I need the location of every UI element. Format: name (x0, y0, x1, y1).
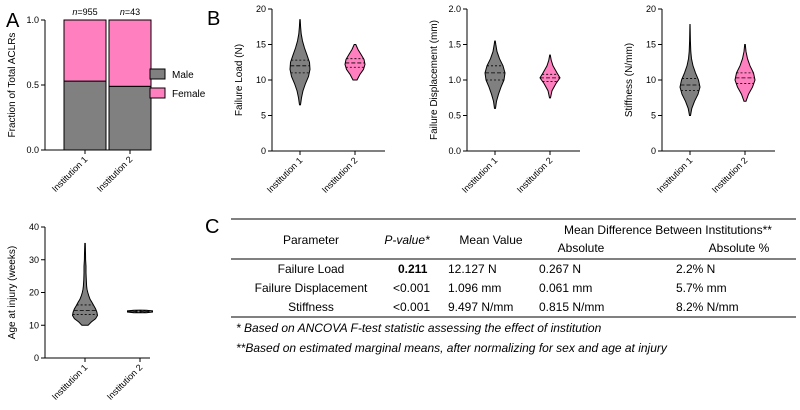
y-tick-label: 0.5 (26, 80, 39, 90)
header-absolute-pct: Absolute % (709, 241, 770, 255)
x-tick-label: Institution 2 (320, 155, 360, 195)
y-tick-label: 1.0 (448, 75, 461, 85)
x-tick-label: Institution 2 (515, 155, 555, 195)
panel-label-c: C (205, 216, 219, 238)
header-p-value: P-value* (384, 233, 430, 247)
results-table: Mean Difference Between Institutions** P… (231, 218, 796, 355)
cell-r0-c1: 0.211 (398, 262, 428, 276)
y-tick-label: 2.0 (448, 4, 461, 14)
bar-female (108, 19, 152, 87)
cell-r1-c3: 0.061 mm (539, 281, 592, 295)
panel-label-a: A (6, 10, 20, 32)
y-tick-label: 30 (29, 255, 39, 265)
stiffness-violin-chart: 0 5 10 15 20 Stiffness (N/mm) Institution 1 Ins… (624, 4, 775, 195)
x-tick-label: Institution 1 (50, 154, 90, 194)
y-tick-label: 20 (29, 288, 39, 298)
x-tick-label: Institution 2 (95, 154, 135, 194)
x-tick-label: Institution 2 (710, 155, 750, 195)
stacked-bar-chart: 0.0 0.5 1.0 Fraction of Total ACLRs Institut… (7, 7, 206, 194)
y-axis-label: Failure Load (N) (234, 44, 245, 116)
y-tick-label: 15 (646, 40, 656, 50)
panel-label-b: B (207, 8, 220, 30)
y-tick-label: 10 (29, 320, 39, 330)
violin-1 (71, 242, 99, 326)
cell-r2-c0: Stiffness (288, 300, 334, 314)
cell-r1-c4: 5.7% mm (676, 281, 727, 295)
legend-swatch-female (149, 87, 166, 99)
violin-1 (289, 19, 311, 106)
bar-female (63, 19, 107, 82)
n-symbol: n (120, 7, 125, 17)
x-tick-label: Institution 1 (655, 155, 695, 195)
y-tick-label: 40 (29, 222, 39, 232)
cell-r1-c0: Failure Displacement (255, 281, 368, 295)
header-absolute: Absolute (558, 241, 605, 255)
bar-male (63, 80, 107, 151)
age-violin-chart: 0 10 20 30 40 Age at injury (weeks) Institutio… (7, 222, 153, 402)
y-tick-label: 0 (34, 353, 39, 363)
y-axis-label: Fraction of Total ACLRs (7, 33, 18, 138)
x-tick-label: Institution 1 (265, 155, 305, 195)
y-tick-label: 10 (646, 75, 656, 85)
y-tick-label: 0 (651, 146, 656, 156)
y-tick-label: 20 (646, 4, 656, 14)
cell-r0-c0: Failure Load (278, 262, 345, 276)
cell-r2-c3: 0.815 N/mm (539, 300, 604, 314)
bar-male (108, 85, 152, 151)
cell-r0-c2: 12.127 N (448, 262, 497, 276)
header-mean-value: Mean Value (459, 233, 522, 247)
footnote-1: * Based on ANCOVA F-test statistic asses… (236, 321, 602, 335)
failure-displacement-violin-chart: 0.0 0.5 1.0 1.5 2.0 Failure Displacement (mm)… (429, 4, 580, 195)
header-parameter: Parameter (283, 233, 339, 247)
n-value: =43 (125, 7, 140, 17)
violin-1 (484, 40, 506, 109)
cell-r0-c4: 2.2% N (676, 262, 715, 276)
y-tick-label: 1.5 (448, 40, 461, 50)
y-tick-label: 0.0 (448, 146, 461, 156)
x-tick-label: Institution 1 (460, 155, 500, 195)
legend-label-female: Female (172, 89, 206, 100)
y-tick-label: 0.0 (26, 145, 39, 155)
n-symbol: n (72, 7, 77, 17)
violin-2 (344, 44, 366, 81)
cell-r2-c2: 9.497 N/mm (448, 300, 513, 314)
y-tick-label: 5 (651, 111, 656, 121)
cell-r1-c2: 1.096 mm (448, 281, 501, 295)
y-axis-label: Failure Displacement (mm) (429, 20, 440, 140)
failure-load-violin-chart: 0 5 10 15 20 Failure Load (N) Institution 1 Ins… (234, 4, 385, 195)
cell-r2-c1: <0.001 (393, 300, 430, 314)
y-tick-label: 1.0 (26, 15, 39, 25)
y-tick-label: 20 (256, 4, 266, 14)
footnote-2: **Based on estimated marginal means, aft… (236, 341, 668, 355)
y-axis-label: Stiffness (N/mm) (624, 43, 635, 117)
cell-r1-c1: <0.001 (393, 281, 430, 295)
legend-label-male: Male (172, 70, 194, 81)
n-annotation: n=955 (72, 7, 97, 17)
x-tick-label: Institution 2 (105, 362, 145, 402)
y-tick-label: 10 (256, 75, 266, 85)
y-axis-label: Age at injury (weeks) (7, 246, 18, 339)
violin-1 (679, 23, 701, 116)
n-annotation: n=43 (120, 7, 140, 17)
y-tick-label: 0 (261, 146, 266, 156)
table-group-title: Mean Difference Between Institutions** (564, 223, 772, 237)
y-tick-label: 5 (261, 111, 266, 121)
legend-swatch-male (149, 68, 166, 80)
y-tick-label: 0.5 (448, 111, 461, 121)
x-tick-label: Institution 1 (50, 362, 90, 402)
y-tick-label: 15 (256, 40, 266, 50)
cell-r2-c4: 8.2% N/mm (676, 300, 739, 314)
cell-r0-c3: 0.267 N (539, 262, 581, 276)
n-value: =955 (77, 7, 97, 17)
violin-2 (539, 54, 561, 99)
